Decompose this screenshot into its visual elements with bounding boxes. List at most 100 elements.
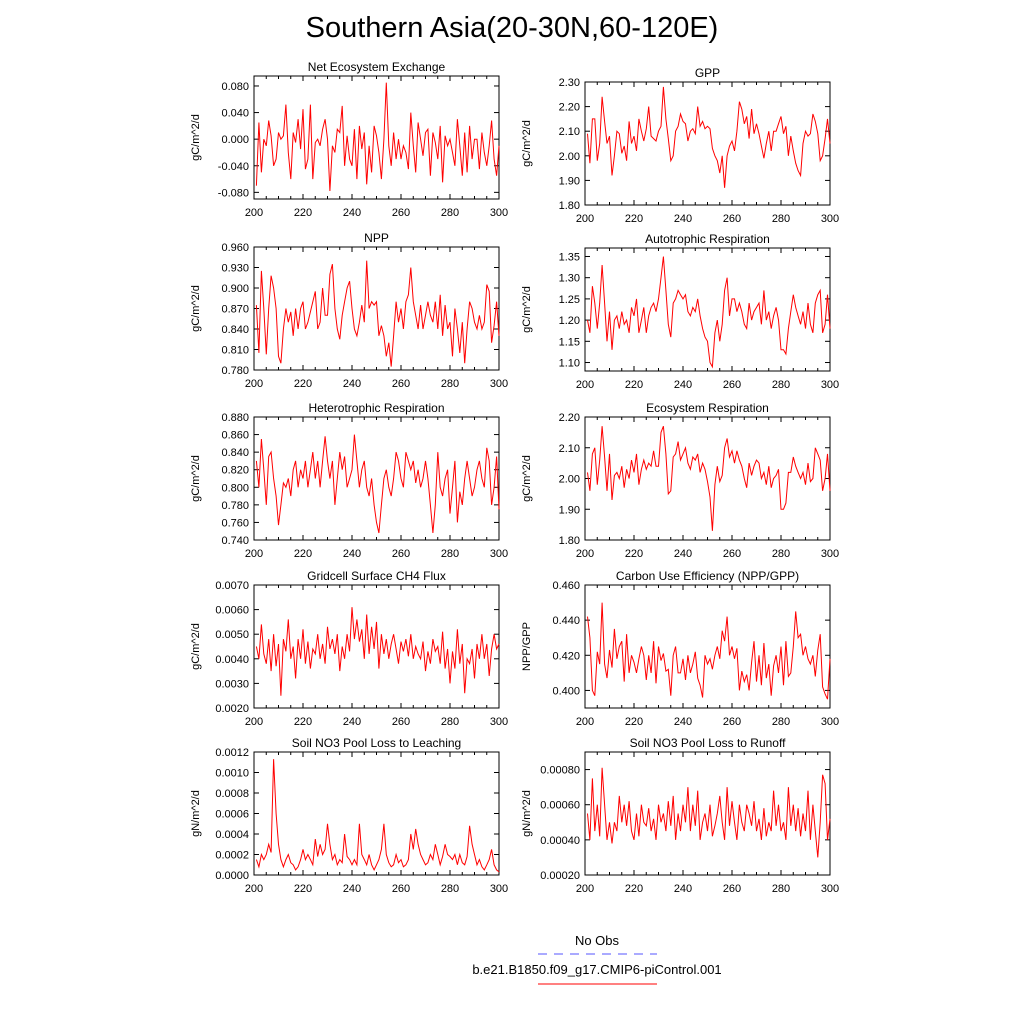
panel-2-xtick-label: 300 [821,213,839,225]
panel-10-ytick-label: 0.00080 [540,765,580,777]
panel-2-xtick-label: 260 [723,213,741,225]
panel-3-title: NPP [364,231,389,245]
panel-8-xtick-label: 240 [674,716,692,728]
panel-9-ytick-label: 0.0012 [215,747,249,759]
panel-9-ytick-label: 0.0006 [215,809,249,821]
panel-5-ytick-label: 0.780 [221,500,249,512]
panel-5-ytick-label: 0.840 [221,447,249,459]
panel-3-xtick-label: 200 [245,378,263,390]
panel-2-xtick-label: 280 [772,213,790,225]
panel-4-xtick-label: 200 [576,379,594,391]
panel-8-xtick-label: 280 [772,716,790,728]
panel-3-ylabel: gC/m^2/d [190,285,202,332]
panel-4-xtick-label: 240 [674,379,692,391]
panel-6-ytick-label: 2.10 [559,443,580,455]
panel-1-xtick-label: 240 [343,207,361,219]
panel-9-ytick-label: 0.0002 [215,850,249,862]
panel-7-title: Gridcell Surface CH4 Flux [307,569,446,583]
panel-8-title: Carbon Use Efficiency (NPP/GPP) [616,569,799,583]
panel-3-ytick-label: 0.780 [221,365,249,377]
panel-7-xtick-label: 240 [343,716,361,728]
panel-4-xtick-label: 280 [772,379,790,391]
panel-5-xtick-label: 300 [490,548,508,560]
panel-1-xtick-label: 220 [294,207,312,219]
panel-2-ytick-label: 2.20 [559,102,580,114]
panel-1-series-line [255,82,500,192]
panel-4-ytick-label: 1.25 [559,294,580,306]
panel-2-ytick-label: 2.10 [559,126,580,138]
page-title: Southern Asia(20-30N,60-120E) [305,12,719,44]
panel-4-ytick-label: 1.15 [559,336,580,348]
panel-1-xtick-label: 200 [245,207,263,219]
panel-1-ytick-label: 0.040 [221,108,249,120]
panel-7-xtick-label: 300 [490,716,508,728]
panel-8-ytick-label: 0.440 [552,615,580,627]
panel-4-ylabel: gC/m^2/d [521,286,533,333]
panel-10-xtick-label: 220 [625,883,643,895]
panel-10-xtick-label: 300 [821,883,839,895]
panel-5-title: Heterotrophic Respiration [308,401,444,415]
panel-6-series-line [587,426,831,531]
panel-9-frame [253,751,500,876]
panel-5-xtick-label: 240 [343,548,361,560]
panel-4-ytick-label: 1.20 [559,315,580,327]
panel-6-ytick-label: 1.80 [559,535,580,547]
panel-10-frame [584,751,831,876]
panel-1-ytick-label: -0.040 [218,161,249,173]
panel-6-xtick-label: 260 [723,548,741,560]
panel-10-ylabel: gN/m^2/d [521,790,533,837]
panel-8-xtick-label: 300 [821,716,839,728]
panel-10-ytick-label: 0.00040 [540,835,580,847]
panel-8-series-line [587,602,831,700]
panel-7-ytick-label: 0.0030 [215,678,249,690]
panel-5-ytick-label: 0.820 [221,465,249,477]
panel-3-xtick-label: 300 [490,378,508,390]
panel-8-ytick-label: 0.460 [552,580,580,592]
panel-10-xtick-label: 260 [723,883,741,895]
panel-8-xtick-label: 200 [576,716,594,728]
panel-2-ytick-label: 1.90 [559,175,580,187]
panel-1-ytick-label: -0.080 [218,187,249,199]
panel-7-xtick-label: 200 [245,716,263,728]
panel-6-xtick-label: 200 [576,548,594,560]
panel-6-ytick-label: 2.20 [559,412,580,424]
panel-2-frame [584,81,831,206]
panel-1-xtick-label: 280 [441,207,459,219]
panel-5-ytick-label: 0.800 [221,482,249,494]
panel-3-xtick-label: 220 [294,378,312,390]
panel-9-series-line [255,759,500,873]
panel-2-xtick-label: 200 [576,213,594,225]
panel-7-series-line [255,607,500,696]
panel-5-ytick-label: 0.880 [221,412,249,424]
panel-9-ytick-label: 0.0008 [215,788,249,800]
panel-7-ytick-label: 0.0070 [215,580,249,592]
panel-1-ytick-label: 0.080 [221,81,249,93]
panel-9-ylabel: gN/m^2/d [190,790,202,837]
panel-3-xtick-label: 240 [343,378,361,390]
panel-9-xtick-label: 220 [294,883,312,895]
panel-4-xtick-label: 220 [625,379,643,391]
panel-4-title: Autotrophic Respiration [645,232,770,246]
panel-7-xtick-label: 260 [392,716,410,728]
panel-6-frame [584,416,831,541]
panel-4-ytick-label: 1.30 [559,273,580,285]
panel-3-ytick-label: 0.840 [221,324,249,336]
panel-10-xtick-label: 240 [674,883,692,895]
panel-9-ytick-label: 0.0010 [215,768,249,780]
panel-8-ytick-label: 0.400 [552,685,580,697]
panel-1-title: Net Ecosystem Exchange [308,60,446,74]
panel-3-ytick-label: 0.810 [221,345,249,357]
panel-10-title: Soil NO3 Pool Loss to Runoff [630,736,787,750]
panel-9-xtick-label: 240 [343,883,361,895]
panel-4-frame [584,247,831,372]
panel-3-ytick-label: 0.960 [221,242,249,254]
panel-6-xtick-label: 280 [772,548,790,560]
panel-10-ytick-label: 0.00060 [540,800,580,812]
panel-5-xtick-label: 220 [294,548,312,560]
panel-6-ylabel: gC/m^2/d [521,455,533,502]
panel-5-ylabel: gC/m^2/d [190,455,202,502]
panel-9-title: Soil NO3 Pool Loss to Leaching [292,736,461,750]
panel-6-ytick-label: 2.00 [559,474,580,486]
panel-5-ytick-label: 0.740 [221,535,249,547]
